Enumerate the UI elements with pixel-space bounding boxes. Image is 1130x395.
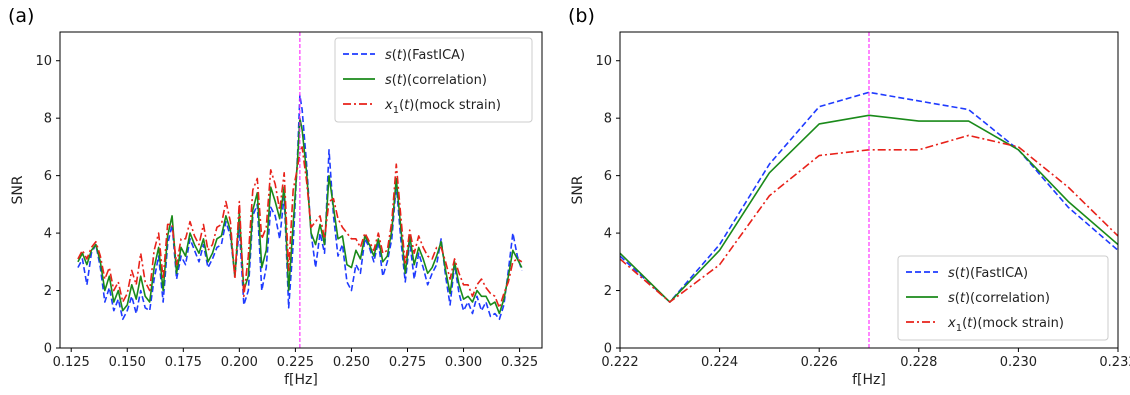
legend-label: x1(t)(mock strain) xyxy=(947,316,1064,334)
legend-frame xyxy=(897,255,1109,341)
legend-frame xyxy=(334,37,533,123)
y-axis-label: SNR xyxy=(570,175,586,204)
y-tick-label: 6 xyxy=(44,169,52,184)
x-tick-label: 0.232 xyxy=(1099,355,1130,370)
legend-var: t xyxy=(397,73,403,88)
legend-var: t xyxy=(960,291,966,306)
y-tick-label: 10 xyxy=(595,54,612,69)
series-line-fastica xyxy=(620,91,1118,303)
series-line-correlation xyxy=(620,114,1118,303)
legend-desc: )(mock strain) xyxy=(409,98,501,113)
legend-var: t xyxy=(967,316,973,331)
legend-label: s(t)(FastICA) xyxy=(385,48,465,63)
legend-paren: ( xyxy=(962,316,967,331)
y-tick-label: 2 xyxy=(604,284,612,299)
x-tick-label: 0.150 xyxy=(109,355,146,370)
x-tick-label: 0.250 xyxy=(333,355,370,370)
y-tick-label: 4 xyxy=(44,227,52,242)
legend-paren: ( xyxy=(392,73,397,88)
x-tick-label: 0.228 xyxy=(900,355,937,370)
x-tick-label: 0.230 xyxy=(1000,355,1037,370)
y-tick-label: 8 xyxy=(604,112,612,127)
legend-desc: )(FastICA) xyxy=(965,266,1028,281)
x-tick-label: 0.175 xyxy=(165,355,202,370)
x-tick-label: 0.222 xyxy=(601,355,638,370)
legend-var: t xyxy=(404,98,410,113)
panel-b: 0.222 0.224 0.226 0.228 0.230 0.232 0 2 4 6 8 10 f[H… xyxy=(568,5,1130,388)
legend-paren: ( xyxy=(392,48,397,63)
x-tick-label: 0.275 xyxy=(389,355,426,370)
y-tick-label: 6 xyxy=(604,169,612,184)
legend-var: t xyxy=(397,48,403,63)
x-axis-label: f[Hz] xyxy=(284,372,318,388)
axes-frame xyxy=(619,31,1119,349)
x-tick-label: 0.325 xyxy=(501,355,538,370)
x-axis-label: f[Hz] xyxy=(852,372,886,388)
legend-subscript: 1 xyxy=(393,105,399,116)
legend-paren: ( xyxy=(955,291,960,306)
legend-var: s xyxy=(948,291,955,306)
x-tick-label: 0.224 xyxy=(701,355,738,370)
legend-var: x xyxy=(384,98,393,113)
legend-var: s xyxy=(385,73,392,88)
legend-var: x xyxy=(947,316,956,331)
legend: s(t)(FastICA)s(t)(correlation)x1(t)(mock… xyxy=(897,255,1109,341)
y-tick-label: 10 xyxy=(35,54,52,69)
legend-label: s(t)(correlation) xyxy=(385,73,487,88)
y-tick-label: 0 xyxy=(44,342,52,357)
y-tick-label: 8 xyxy=(44,112,52,127)
legend: s(t)(FastICA)s(t)(correlation)x1(t)(mock… xyxy=(334,37,533,123)
legend-label: x1(t)(mock strain) xyxy=(384,98,501,116)
y-tick-label: 2 xyxy=(44,284,52,299)
legend-desc: )(FastICA) xyxy=(402,48,465,63)
x-tick-label: 0.200 xyxy=(221,355,258,370)
legend-desc: )(mock strain) xyxy=(972,316,1064,331)
legend-subscript: 1 xyxy=(956,323,962,334)
panel-a: 0.125 0.150 0.175 0.200 0.225 0.250 0.275 0.300… xyxy=(8,5,543,388)
legend-var: s xyxy=(385,48,392,63)
legend-desc: )(correlation) xyxy=(965,291,1050,306)
legend-desc: )(correlation) xyxy=(402,73,487,88)
legend-label: s(t)(FastICA) xyxy=(948,266,1028,281)
x-tick-label: 0.225 xyxy=(277,355,314,370)
legend-var: s xyxy=(948,266,955,281)
panel-label: (a) xyxy=(8,5,34,27)
x-tick-label: 0.300 xyxy=(445,355,482,370)
legend-paren: ( xyxy=(399,98,404,113)
y-tick-label: 4 xyxy=(604,227,612,242)
y-tick-label: 0 xyxy=(604,342,612,357)
y-axis-label: SNR xyxy=(10,175,26,204)
x-tick-label: 0.125 xyxy=(53,355,90,370)
legend-paren: ( xyxy=(955,266,960,281)
legend-var: t xyxy=(960,266,966,281)
panel-label: (b) xyxy=(568,5,595,27)
axes-frame xyxy=(59,31,543,349)
legend-label: s(t)(correlation) xyxy=(948,291,1050,306)
x-tick-label: 0.226 xyxy=(801,355,838,370)
